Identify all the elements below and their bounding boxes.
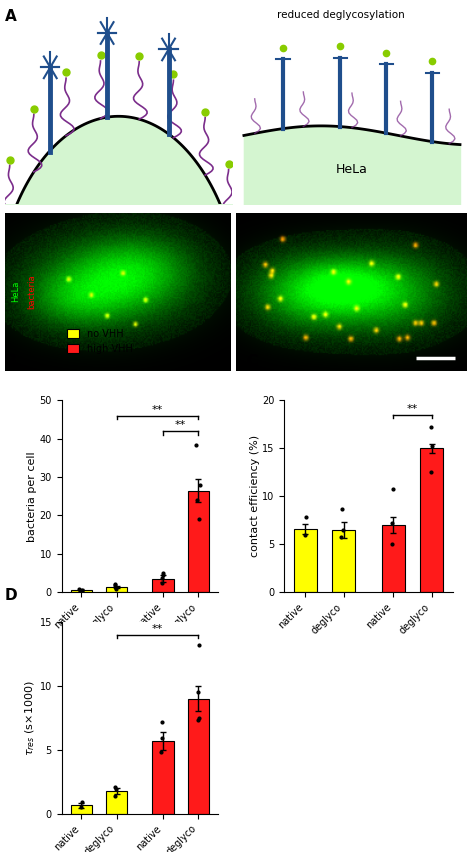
Bar <box>106 792 128 814</box>
Bar <box>188 699 209 814</box>
Y-axis label: contact efficiency (%): contact efficiency (%) <box>249 435 260 557</box>
Text: **: ** <box>152 405 163 415</box>
Text: **: ** <box>407 404 418 414</box>
Bar <box>71 590 92 592</box>
Bar <box>71 805 92 814</box>
Y-axis label: bacteria per cell: bacteria per cell <box>27 451 37 542</box>
Bar <box>294 529 317 592</box>
Y-axis label: $\tau_{res}$ (s$\times$1000): $\tau_{res}$ (s$\times$1000) <box>23 680 37 756</box>
Text: D: D <box>5 588 18 603</box>
Text: HeLa: HeLa <box>336 164 368 176</box>
Text: **: ** <box>175 420 186 430</box>
Text: **: ** <box>152 624 163 634</box>
Bar <box>152 740 173 814</box>
Legend: no VHH, high VHH: no VHH, high VHH <box>64 325 137 358</box>
Bar <box>382 525 405 592</box>
Bar <box>106 587 128 592</box>
Bar <box>332 530 355 592</box>
Bar <box>152 579 173 592</box>
Bar <box>188 491 209 592</box>
Text: B: B <box>5 354 17 369</box>
Text: C: C <box>246 354 257 369</box>
Text: reduced deglycosylation: reduced deglycosylation <box>277 10 405 20</box>
Text: HeLa: HeLa <box>11 281 20 302</box>
Text: A: A <box>5 9 17 24</box>
Bar <box>420 448 443 592</box>
Text: bacteria: bacteria <box>27 274 36 309</box>
